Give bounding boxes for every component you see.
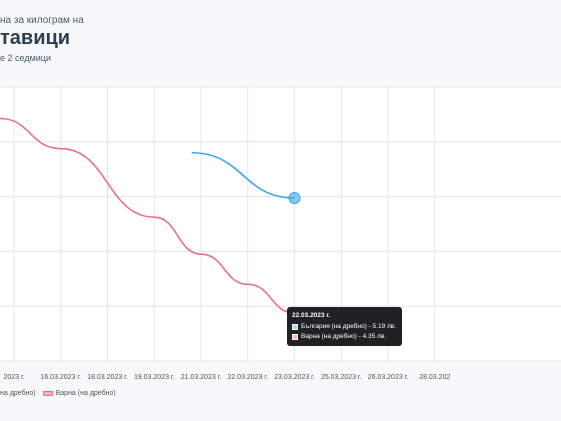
x-tick-label: 21.03.2023 г. (181, 374, 222, 381)
series-line-1 (191, 151, 295, 199)
x-tick-label: 28.03.202 (419, 374, 450, 381)
x-tick-label: 23.03.2023 г. (274, 374, 315, 381)
tooltip-row-2-label: Варна (на дребно) - 4.35 лв. (301, 333, 387, 340)
tooltip-row-1: България (на дребно) - 5.19 лв. (292, 322, 396, 332)
tooltip-swatch-2 (292, 334, 298, 340)
highlight-point-1 (288, 191, 301, 204)
tooltip-title: 22.03.2023 г. (292, 312, 331, 319)
chart-subtitle-bottom: е 2 седмици (0, 53, 51, 63)
x-tick-label: 16.03.2023 г. (40, 374, 81, 381)
x-tick-label: 22.03.2023 г. (227, 374, 268, 381)
tooltip-row-2: Варна (на дребно) - 4.35 лв. (292, 332, 396, 342)
x-tick-label: 25.03.2023 г. (321, 374, 362, 381)
plot-area (0, 87, 561, 361)
x-tick-label: 18.03.2023 г. (87, 374, 128, 381)
tooltip-swatch-1 (292, 324, 298, 330)
legend-item-series-1[interactable]: на дребно) (0, 390, 36, 397)
chart-subtitle-top: на за килограм на (0, 15, 84, 26)
legend-item-series-2[interactable]: Варна (на дребно) (55, 390, 116, 397)
tooltip-row-1-label: България (на дребно) - 5.19 лв. (301, 323, 397, 330)
x-tick-label: 2023 г. (3, 374, 24, 381)
chart-tooltip: 22.03.2023 г. България (на дребно) - 5.1… (287, 307, 403, 346)
x-tick-label: 19.03.2023 г. (134, 374, 175, 381)
series-line-2 (0, 117, 295, 314)
legend-swatch-series-2 (42, 391, 53, 396)
chart-title: тавици (0, 27, 71, 49)
chart-legend: на дребно) Варна (на дребно) (0, 390, 116, 397)
chart-header: на за килограм на тавици е 2 седмици (0, 0, 561, 80)
x-tick-label: 26.03.2023 г. (368, 374, 409, 381)
